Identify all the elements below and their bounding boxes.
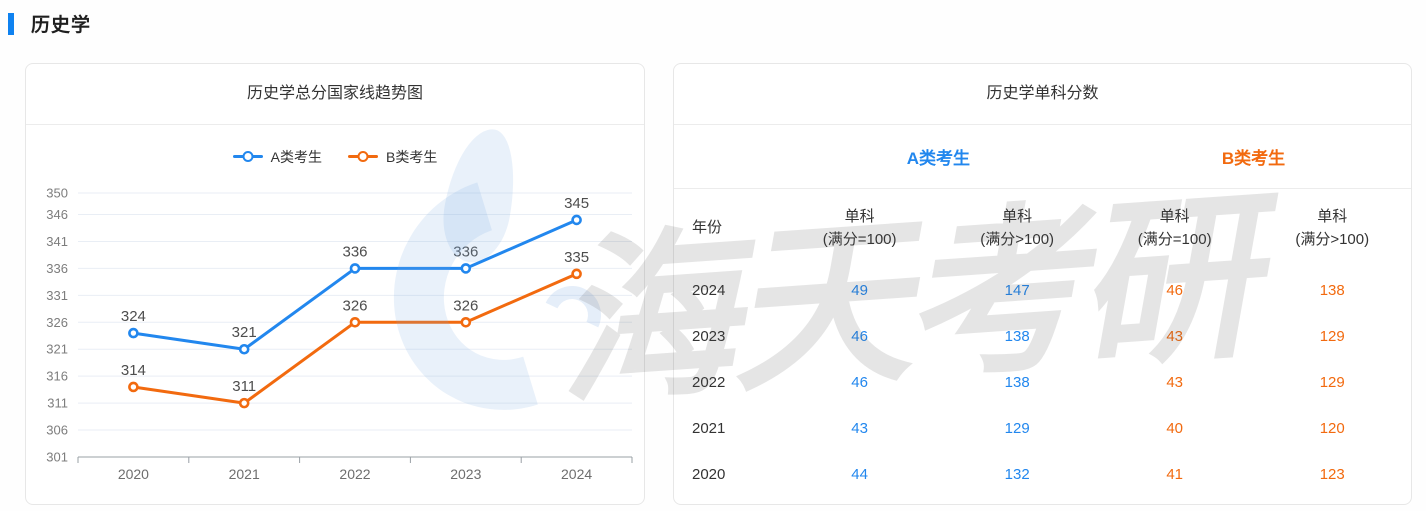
svg-text:2024: 2024 xyxy=(561,466,592,482)
cell-a2: 129 xyxy=(1004,419,1030,437)
column-header-a2: 单科 (满分>100) xyxy=(980,207,1055,248)
page-title: 历史学 xyxy=(31,15,92,36)
legend-marker-b-icon xyxy=(348,150,378,164)
cell-b1: 43 xyxy=(1166,373,1184,391)
legend-item-b[interactable]: B类考生 xyxy=(348,145,437,168)
svg-text:2021: 2021 xyxy=(229,466,260,482)
column-header-a1: 单科 (满分=100) xyxy=(822,207,897,248)
chart-legend: A类考生 B类考生 xyxy=(26,145,644,168)
column-header-b2: 单科 (满分>100) xyxy=(1295,207,1370,248)
svg-text:336: 336 xyxy=(453,243,478,260)
group-header-a: A类考生 xyxy=(780,125,1096,189)
cell-b2: 129 xyxy=(1319,327,1345,345)
trend-line-chart: 301 306 311 316 321 326 331 336 341 346 350 2020 202… xyxy=(46,186,633,482)
svg-text:345: 345 xyxy=(564,195,589,212)
score-table-card: 历史学单科分数 A类考生 B类考生 年份 单科 (满分=100) 单科 (满分>10… xyxy=(673,63,1412,505)
cell-b1: 41 xyxy=(1166,465,1184,483)
group-header-row: A类考生 B类考生 xyxy=(674,125,1411,189)
cell-year: 2024 xyxy=(692,281,726,299)
legend-label-b: B类考生 xyxy=(386,148,438,165)
svg-text:326: 326 xyxy=(46,315,68,330)
cell-a1: 44 xyxy=(851,465,868,483)
cell-a2: 138 xyxy=(1004,373,1030,391)
cell-year: 2022 xyxy=(692,373,726,391)
legend-item-a[interactable]: A类考生 xyxy=(232,145,322,168)
svg-text:311: 311 xyxy=(47,396,68,411)
cell-year: 2023 xyxy=(692,327,726,345)
svg-text:311: 311 xyxy=(232,378,256,395)
column-header-row: 年份 单科 (满分=100) 单科 (满分>100) 单科 (满分=100) 单科 (满… xyxy=(674,189,1411,268)
svg-text:326: 326 xyxy=(453,297,478,314)
cell-year: 2021 xyxy=(692,419,726,437)
svg-text:316: 316 xyxy=(46,369,68,384)
column-header-b1: 单科 (满分=100) xyxy=(1137,207,1212,248)
cell-a1: 46 xyxy=(851,373,868,391)
column-header-year: 年份 xyxy=(692,219,723,237)
page-header: 历史学 xyxy=(8,10,91,37)
svg-text:2023: 2023 xyxy=(450,466,481,482)
cell-b1: 40 xyxy=(1166,419,1184,437)
group-header-spacer xyxy=(674,125,781,189)
svg-text:314: 314 xyxy=(121,362,146,379)
table-title: 历史学单科分数 xyxy=(674,64,1411,125)
svg-text:331: 331 xyxy=(46,288,68,303)
svg-text:326: 326 xyxy=(342,297,367,314)
table-row: 2020 44 132 41 123 xyxy=(674,451,1411,497)
legend-label-a: A类考生 xyxy=(270,148,322,165)
cell-a2: 132 xyxy=(1004,465,1030,483)
table-row: 2021 43 129 40 120 xyxy=(674,405,1411,451)
cell-b1: 46 xyxy=(1166,281,1184,299)
svg-text:336: 336 xyxy=(342,243,367,260)
cell-b2: 123 xyxy=(1319,465,1345,483)
cell-b2: 138 xyxy=(1319,281,1345,299)
trend-chart-card: 历史学总分国家线趋势图 A类考生 B类考生 301 306 311 316 321 326… xyxy=(25,63,645,505)
svg-text:350: 350 xyxy=(46,186,68,201)
cell-a2: 138 xyxy=(1004,327,1030,345)
svg-text:321: 321 xyxy=(232,324,257,341)
svg-text:2022: 2022 xyxy=(339,466,370,482)
svg-text:321: 321 xyxy=(46,342,68,357)
svg-text:301: 301 xyxy=(46,450,68,465)
cell-b2: 120 xyxy=(1319,419,1345,437)
accent-bar xyxy=(8,12,14,35)
group-header-b: B类考生 xyxy=(1095,125,1411,189)
table-row: 2024 49 147 46 138 xyxy=(674,267,1411,313)
cell-b2: 129 xyxy=(1319,373,1345,391)
legend-marker-a-icon xyxy=(232,150,263,164)
svg-text:306: 306 xyxy=(46,423,68,438)
cell-a1: 43 xyxy=(851,419,868,437)
chart-title: 历史学总分国家线趋势图 xyxy=(26,64,644,125)
svg-text:2020: 2020 xyxy=(118,466,149,482)
cell-year: 2020 xyxy=(692,465,726,483)
cell-b1: 43 xyxy=(1166,327,1184,345)
svg-text:346: 346 xyxy=(46,207,68,222)
score-table: A类考生 B类考生 年份 单科 (满分=100) 单科 (满分>100) 单科 (满分… xyxy=(674,125,1411,497)
cell-a1: 46 xyxy=(851,327,868,345)
table-row: 2022 46 138 43 129 xyxy=(674,359,1411,405)
cell-a1: 49 xyxy=(851,281,868,299)
svg-text:341: 341 xyxy=(46,234,68,249)
svg-text:335: 335 xyxy=(564,249,589,266)
cell-a2: 147 xyxy=(1004,281,1030,299)
svg-text:336: 336 xyxy=(46,261,68,276)
table-row: 2023 46 138 43 129 xyxy=(674,313,1411,359)
svg-text:324: 324 xyxy=(121,308,146,325)
